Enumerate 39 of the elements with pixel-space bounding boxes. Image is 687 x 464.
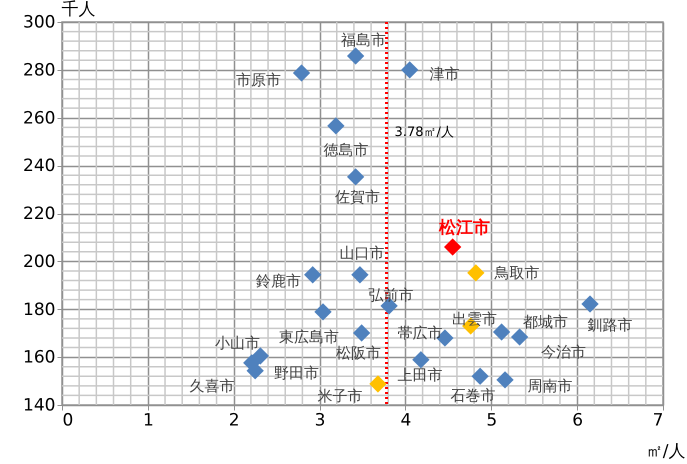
x-tick-label: 2 <box>228 410 240 430</box>
data-label: 市原市 <box>236 70 282 89</box>
data-label: 松江市 <box>438 218 490 238</box>
x-tick-label: 4 <box>400 410 412 430</box>
data-label: 山口市 <box>339 244 384 262</box>
data-label: 野田市 <box>274 364 320 382</box>
data-label: 出雲市 <box>452 310 498 328</box>
y-tick-label: 220 <box>23 204 56 224</box>
data-label: 鳥取市 <box>493 264 540 282</box>
data-label: 周南市 <box>528 376 573 395</box>
data-label: 米子市 <box>317 386 362 405</box>
data-label: 東広島市 <box>279 328 340 346</box>
y-tick-label: 240 <box>23 156 56 176</box>
y-tick-label: 200 <box>23 252 56 272</box>
data-label: 石巻市 <box>450 386 496 404</box>
x-tick-label: 3 <box>314 410 326 430</box>
x-tick-label: 0 <box>62 410 74 430</box>
data-label: 佐賀市 <box>335 188 380 206</box>
data-label: 鈴鹿市 <box>256 272 302 290</box>
data-label: 久喜市 <box>190 376 235 395</box>
y-tick-label: 260 <box>23 108 56 128</box>
x-tick-label: 7 <box>652 410 664 430</box>
y-tick-label: 140 <box>23 396 56 416</box>
data-label: 松阪市 <box>336 344 382 362</box>
y-tick-label: 300 <box>23 12 56 32</box>
x-tick-label: 1 <box>142 410 154 430</box>
x-axis-title: ㎡/人 <box>646 442 686 462</box>
data-label: 都城市 <box>523 312 568 331</box>
data-label: 釧路市 <box>588 316 633 334</box>
data-label: 徳島市 <box>323 140 368 159</box>
ref-line-label: 3.78㎡/人 <box>394 125 454 140</box>
data-label: 福島市 <box>341 30 386 49</box>
data-label: 上田市 <box>397 366 442 384</box>
y-axis-title: 千人 <box>62 0 96 20</box>
y-tick-label: 160 <box>23 348 56 368</box>
x-tick-label: 6 <box>572 410 584 430</box>
y-tick-label: 280 <box>23 60 56 80</box>
x-tick-label: 5 <box>486 410 498 430</box>
y-tick-label: 180 <box>23 300 56 320</box>
